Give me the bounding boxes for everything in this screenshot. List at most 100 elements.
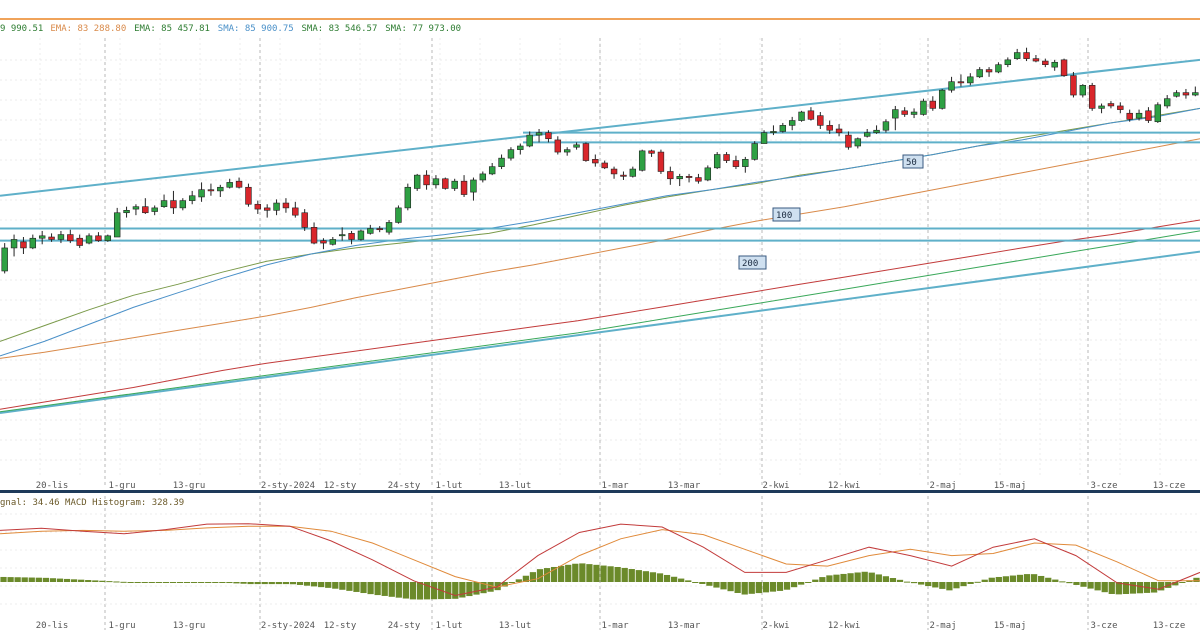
- macd-hist-bar-41: [289, 582, 297, 585]
- macd-hist-bar-116: [819, 577, 826, 582]
- macd-hist-bar-146: [1030, 574, 1038, 582]
- macd-hist-bar-30: [212, 582, 219, 583]
- macd-hist-bar-136: [960, 582, 967, 587]
- candle-body-8: [76, 237, 83, 246]
- macd-hist-bar-90: [635, 570, 642, 582]
- macd-hist-bar-9: [63, 578, 71, 582]
- macd-hist-bar-98: [692, 582, 699, 583]
- candle-body-47: [442, 178, 449, 189]
- candle-body-98: [920, 100, 927, 115]
- x-tick-label-14: 3-cze: [1090, 481, 1117, 491]
- macd-x-tick-label-10: 2-kwi: [762, 621, 789, 630]
- macd-hist-bar-109: [769, 582, 777, 592]
- macd-hist-bar-27: [190, 582, 198, 583]
- x-tick-label-13: 15-maj: [994, 481, 1027, 491]
- candle-body-65: [610, 168, 618, 175]
- macd-hist-bar-84: [593, 564, 600, 582]
- candle-body-56: [526, 134, 533, 147]
- candle-body-2: [20, 241, 27, 249]
- macd-hist-bar-166: [1172, 582, 1179, 586]
- macd-hist-bar-158: [1115, 582, 1122, 595]
- candle-body-83: [779, 125, 787, 132]
- macd-hist-bar-153: [1080, 582, 1087, 587]
- ma-label-box-0: [902, 154, 924, 169]
- macd-hist-bar-163: [1150, 582, 1158, 593]
- macd-hist-bar-147: [1038, 575, 1045, 582]
- candle-body-34: [320, 240, 327, 244]
- macd-hist-bar-2: [14, 577, 21, 582]
- macd-hist-bar-55: [388, 582, 395, 597]
- candle-body-3: [29, 237, 37, 249]
- macd-hist-bar-130: [918, 582, 925, 585]
- candle-body-89: [835, 128, 843, 133]
- candle-body-105: [985, 69, 993, 73]
- candle-body-99: [929, 100, 937, 109]
- candle-body-104: [976, 69, 983, 78]
- macd-x-tick-label-5: 24-sty: [388, 621, 421, 630]
- macd-hist-bar-95: [670, 576, 678, 582]
- candle-body-22: [207, 189, 215, 192]
- macd-x-axis: 20-lis 1-gru 13-gru 2-sty-2024 12-sty 24-sty 1…: [36, 621, 1186, 630]
- x-tick-label-2: 13-gru: [173, 481, 206, 491]
- macd-hist-bar-61: [430, 582, 438, 600]
- candle-body-109: [1023, 52, 1030, 59]
- macd-hist-bar-40: [282, 582, 290, 585]
- candle-body-121: [1135, 112, 1143, 119]
- macd-hist-bar-63: [445, 582, 452, 599]
- macd-hist-bar-67: [473, 582, 480, 595]
- candle-body-110: [1032, 58, 1040, 62]
- macd-hist-bar-33: [233, 582, 240, 584]
- macd-hist-bar-45: [318, 582, 325, 588]
- macd-hist-bar-51: [360, 582, 367, 594]
- candle-body-21: [198, 189, 205, 198]
- macd-hist-bar-117: [826, 575, 833, 582]
- candle-body-117: [1098, 105, 1105, 109]
- macd-hist-bar-120: [847, 573, 854, 582]
- macd-hist-bar-99: [699, 582, 706, 584]
- macd-hist-bar-144: [1016, 574, 1024, 582]
- candle-body-57: [535, 132, 543, 136]
- candle-body-54: [507, 149, 515, 159]
- macd-hist-bar-101: [713, 582, 720, 588]
- macd-hist-bar-60: [423, 582, 431, 600]
- macd-hist-bar-134: [946, 582, 953, 591]
- macd-hist-bar-32: [226, 582, 233, 584]
- candle-body-26: [245, 186, 252, 205]
- candle-body-114: [1070, 75, 1077, 96]
- candle-body-86: [807, 110, 815, 120]
- macd-hist-bar-65: [459, 582, 466, 598]
- candle-body-42: [395, 207, 402, 223]
- macd-x-tick-label-11: 12-kwi: [828, 621, 861, 630]
- price-x-axis: 20-lis 1-gru 13-gru 2-sty-2024 12-sty 24-sty 1…: [36, 481, 1186, 491]
- macd-hist-bar-93: [656, 573, 664, 582]
- legend-item-2: EMA: 85 457.81: [134, 24, 210, 34]
- trendline-0: [0, 58, 1200, 197]
- macd-hist-bar-105: [741, 582, 748, 595]
- macd-hist-bar-28: [198, 582, 205, 583]
- macd-hist-bar-50: [353, 582, 360, 592]
- x-tick-label-0: 20-lis: [36, 481, 69, 491]
- macd-hist-bar-87: [614, 567, 621, 582]
- macd-hist-bar-25: [176, 582, 184, 583]
- macd-hist-bar-157: [1108, 582, 1115, 594]
- macd-x-tick-label-7: 13-lut: [499, 621, 532, 630]
- candle-body-25: [235, 180, 243, 188]
- macd-hist-bar-83: [586, 564, 593, 582]
- macd-hist-bar-115: [812, 579, 819, 582]
- macd-hist-bar-125: [882, 576, 890, 582]
- candle-body-37: [348, 233, 355, 240]
- candle-body-63: [592, 159, 599, 164]
- candle-body-59: [554, 139, 562, 153]
- candle-body-116: [1088, 85, 1096, 109]
- candle-body-7: [67, 234, 74, 241]
- candle-body-93: [873, 129, 880, 133]
- ma-label-1: 100: [776, 211, 792, 221]
- candle-body-107: [1004, 59, 1012, 65]
- macd-hist-bar-31: [219, 582, 226, 583]
- macd-hist-bar-71: [501, 582, 508, 587]
- macd-hist-bar-152: [1073, 582, 1080, 585]
- macd-x-tick-label-2: 13-gru: [173, 621, 206, 630]
- macd-hist-bar-102: [720, 582, 727, 590]
- macd-hist-bar-20: [141, 582, 148, 583]
- candle-body-108: [1013, 52, 1021, 59]
